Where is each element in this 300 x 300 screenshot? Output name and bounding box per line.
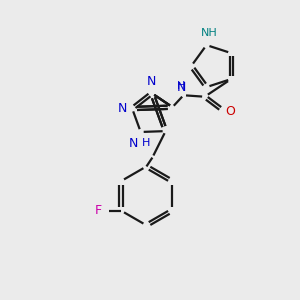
- Text: O: O: [225, 105, 235, 118]
- Text: H: H: [177, 80, 185, 91]
- Text: H: H: [142, 139, 151, 148]
- Text: N: N: [176, 81, 186, 94]
- Text: N: N: [118, 102, 127, 115]
- Text: F: F: [95, 204, 102, 217]
- Text: N: N: [147, 75, 157, 88]
- Text: NH: NH: [200, 28, 217, 38]
- Text: N: N: [128, 137, 138, 150]
